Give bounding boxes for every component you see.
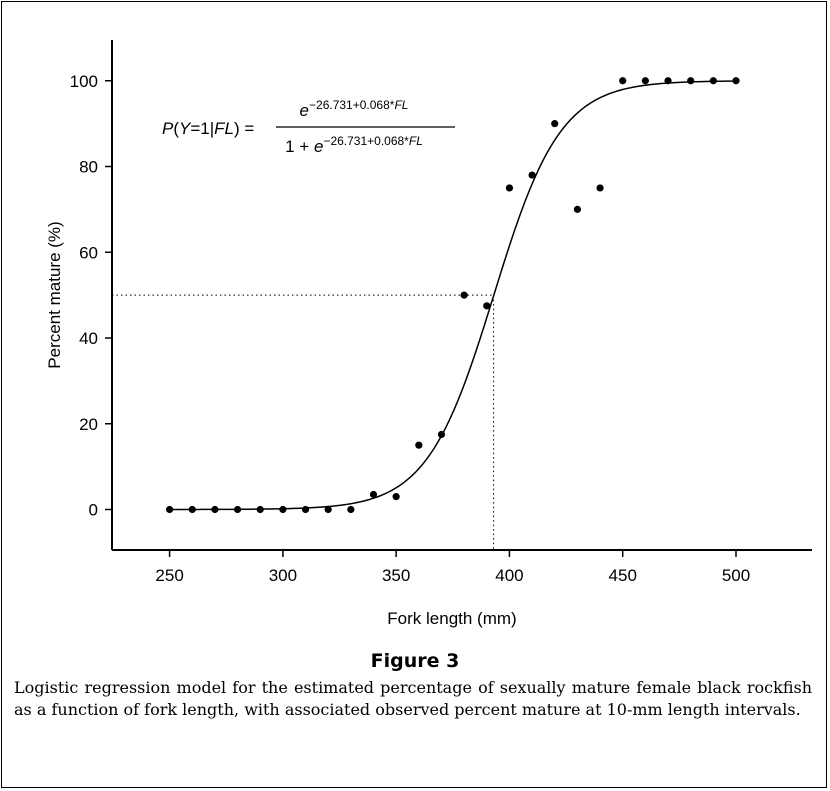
data-point	[460, 291, 468, 299]
data-point	[437, 430, 446, 439]
data-point	[709, 77, 717, 85]
x-tick-label: 300	[269, 566, 297, 585]
y-tick-label: 0	[89, 501, 98, 520]
svg-text:P(Y=1|FL) =: P(Y=1|FL) =	[162, 119, 254, 138]
data-point	[483, 302, 491, 310]
data-point	[732, 77, 740, 85]
x-axis-label: Fork length (mm)	[387, 609, 516, 628]
data-point	[687, 77, 695, 85]
data-point	[619, 77, 627, 85]
data-point	[596, 184, 604, 192]
y-tick-label: 60	[79, 243, 98, 262]
regression-equation: P(Y=1|FL) = e−26.731+0.068*FL 1 + e−26.7…	[162, 98, 455, 156]
svg-text:e−26.731+0.068*FL: e−26.731+0.068*FL	[300, 98, 409, 120]
data-point	[505, 184, 514, 192]
y-tick-label: 80	[79, 158, 98, 177]
data-point	[301, 505, 310, 514]
figure-caption: Logistic regression model for the estima…	[14, 678, 812, 719]
x-tick-label: 450	[609, 566, 637, 585]
data-point	[256, 505, 264, 514]
data-point	[233, 505, 242, 514]
data-point	[324, 505, 332, 514]
data-point	[573, 205, 582, 213]
data-point	[392, 493, 400, 501]
data-point	[279, 505, 287, 514]
data-point	[166, 505, 174, 514]
y-tick-label: 40	[79, 329, 98, 348]
data-point	[211, 505, 219, 514]
x-tick-label: 350	[382, 566, 410, 585]
logistic-curve	[169, 80, 737, 511]
x-tick-label: 500	[722, 566, 750, 585]
data-point	[369, 490, 378, 499]
data-point	[528, 171, 536, 179]
y-tick-label: 100	[70, 72, 98, 91]
data-point	[664, 77, 672, 85]
x-tick-label: 250	[155, 566, 183, 585]
svg-text:1 + e−26.731+0.068*FL: 1 + e−26.731+0.068*FL	[285, 134, 423, 156]
y-axis-label: Percent mature (%)	[45, 221, 64, 368]
data-point	[347, 505, 355, 514]
y-tick-label: 20	[79, 415, 98, 434]
data-point	[551, 120, 559, 128]
figure-title: Figure 3	[370, 650, 460, 672]
data-point	[415, 441, 423, 449]
data-point	[188, 505, 196, 514]
data-point	[641, 77, 649, 85]
x-tick-label: 400	[495, 566, 523, 585]
